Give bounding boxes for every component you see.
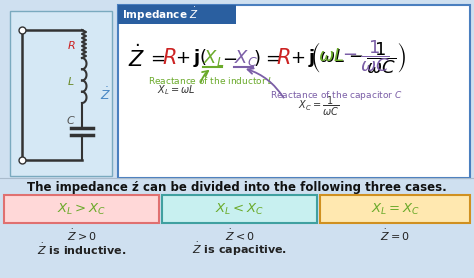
Bar — [10, 11, 112, 176]
Text: $R$: $R$ — [162, 48, 176, 68]
Text: $\dot{Z}$ is capacitive.: $\dot{Z}$ is capacitive. — [192, 240, 287, 258]
Text: $)$: $)$ — [253, 48, 260, 68]
Text: $=$: $=$ — [147, 49, 165, 67]
Text: $\.{Z}$: $\.{Z}$ — [100, 87, 111, 103]
Text: $+\,\mathbf{j}($: $+\,\mathbf{j}($ — [175, 47, 207, 69]
Text: $-\,\dfrac{1}{\omega C}$: $-\,\dfrac{1}{\omega C}$ — [342, 38, 390, 74]
Bar — [162, 195, 317, 223]
Text: $\dot{Z} < 0$: $\dot{Z} < 0$ — [225, 227, 255, 243]
Text: $X_C = \dfrac{1}{\omega C}$: $X_C = \dfrac{1}{\omega C}$ — [298, 95, 339, 118]
Text: $\omega L$: $\omega L$ — [318, 47, 344, 65]
Text: $\left(\omega L-\dfrac{1}{\omega C}\right)$: $\left(\omega L-\dfrac{1}{\omega C}\righ… — [310, 40, 407, 76]
Text: $R$: $R$ — [276, 48, 291, 68]
Text: $\dot{Z} > 0$: $\dot{Z} > 0$ — [66, 227, 96, 243]
Text: $X_C$: $X_C$ — [234, 48, 258, 68]
Text: The impedance ź can be divided into the following three cases.: The impedance ź can be divided into the … — [27, 182, 447, 195]
Text: $X_L = \omega L$: $X_L = \omega L$ — [157, 83, 195, 97]
Text: $C$: $C$ — [66, 114, 76, 126]
Text: Reactance of the capacitor $C$: Reactance of the capacitor $C$ — [270, 88, 402, 101]
Text: $X_L$: $X_L$ — [203, 48, 224, 68]
Text: $=$: $=$ — [262, 49, 281, 67]
Text: Reactance of the inductor $L$: Reactance of the inductor $L$ — [148, 75, 274, 86]
Text: $X_L < X_C$: $X_L < X_C$ — [215, 202, 264, 217]
Text: $\dot{Z}$: $\dot{Z}$ — [128, 45, 145, 71]
Bar — [320, 195, 470, 223]
Bar — [118, 5, 470, 178]
Text: $+\,\mathbf{j}$: $+\,\mathbf{j}$ — [290, 47, 315, 69]
Text: $\dot{Z}$ is inductive.: $\dot{Z}$ is inductive. — [37, 241, 126, 257]
Bar — [4, 195, 159, 223]
Bar — [118, 5, 236, 24]
Text: $-$: $-$ — [222, 49, 237, 67]
Text: $X_L > X_C$: $X_L > X_C$ — [57, 202, 106, 217]
Text: Impedance $\.{Z}$: Impedance $\.{Z}$ — [122, 6, 199, 23]
Text: $L$: $L$ — [67, 75, 75, 87]
Text: $\dot{Z} = 0$: $\dot{Z} = 0$ — [380, 227, 410, 243]
Text: $R$: $R$ — [67, 39, 75, 51]
Text: $X_L = X_C$: $X_L = X_C$ — [371, 202, 419, 217]
